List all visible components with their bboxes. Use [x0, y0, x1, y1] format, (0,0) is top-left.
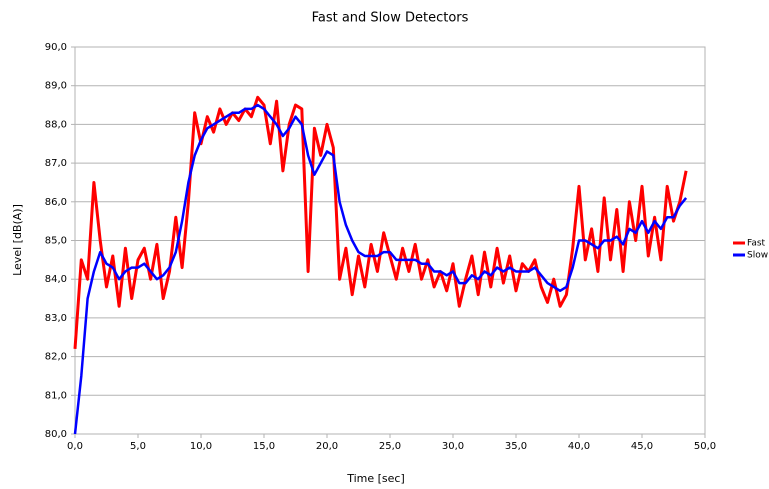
- y-tick-label: 81,0: [45, 390, 67, 401]
- x-tick-label: 5,0: [130, 441, 146, 452]
- y-tick-label: 90,0: [45, 42, 67, 53]
- y-tick-label: 88,0: [45, 119, 67, 130]
- plot-border: [74, 46, 706, 435]
- x-tick-label: 45,0: [631, 441, 653, 452]
- legend-label: Fast: [747, 239, 766, 249]
- y-tick-label: 89,0: [45, 81, 67, 92]
- legend-label: Slow: [747, 251, 768, 261]
- series-line: [73, 95, 688, 349]
- x-tick-label: 30,0: [442, 441, 464, 452]
- x-tick-label: 25,0: [379, 441, 401, 452]
- y-tick-label: 80,0: [45, 429, 67, 440]
- x-tick-label: 40,0: [568, 441, 590, 452]
- x-tick-label: 20,0: [316, 441, 338, 452]
- y-tick-label: 82,0: [45, 352, 67, 363]
- y-tick-label: 85,0: [45, 236, 67, 247]
- y-tick-label: 86,0: [45, 197, 67, 208]
- x-tick-label: 50,0: [694, 441, 716, 452]
- x-tick-label: 0,0: [67, 441, 83, 452]
- x-tick-label: 35,0: [505, 441, 527, 452]
- x-axis-label: Time [sec]: [346, 472, 405, 485]
- y-tick-label: 87,0: [45, 158, 67, 169]
- x-tick-label: 10,0: [190, 441, 212, 452]
- y-tick-label: 83,0: [45, 313, 67, 324]
- y-tick-label: 84,0: [45, 274, 67, 285]
- chart-title: Fast and Slow Detectors: [312, 11, 469, 26]
- y-axis-label: Level [dB(A)]: [11, 204, 24, 276]
- x-tick-label: 15,0: [253, 441, 275, 452]
- series-line: [73, 103, 688, 435]
